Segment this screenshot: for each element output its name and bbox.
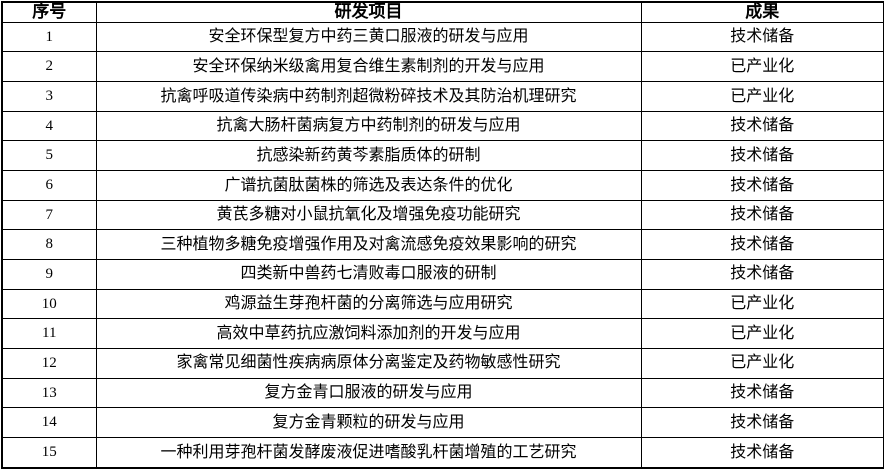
project-cell: 四类新中兽药七清败毒口服液的研制 bbox=[95, 258, 642, 290]
result-cell: 技术储备 bbox=[640, 199, 884, 231]
project-cell: 复方金青颗粒的研发与应用 bbox=[95, 407, 642, 438]
project-cell: 抗禽大肠杆菌病复方中药制剂的研发与应用 bbox=[95, 110, 642, 142]
project-cell: 三种植物多糖免疫增强作用及对禽流感免疫效果影响的研究 bbox=[95, 229, 642, 260]
row-number-cell: 10 bbox=[1, 288, 97, 320]
row-number-cell: 1 bbox=[1, 21, 97, 53]
table-row: 12 家禽常见细菌性疾病病原体分离鉴定及药物敏感性研究 已产业化 bbox=[1, 347, 884, 379]
project-cell: 安全环保型复方中药三黄口服液的研发与应用 bbox=[95, 21, 642, 53]
table-row: 15 一种利用芽孢杆菌发酵废液促进嗜酸乳杆菌增殖的工艺研究 技术储备 bbox=[1, 436, 884, 469]
row-number-cell: 2 bbox=[1, 51, 97, 82]
table-row: 14 复方金青颗粒的研发与应用 技术储备 bbox=[1, 407, 884, 438]
row-number-cell: 7 bbox=[1, 199, 97, 231]
table-row: 4 抗禽大肠杆菌病复方中药制剂的研发与应用 技术储备 bbox=[1, 110, 884, 142]
project-cell: 抗感染新药黄芩素脂质体的研制 bbox=[95, 140, 642, 171]
result-cell: 技术储备 bbox=[640, 21, 884, 53]
table-row: 7 黄芪多糖对小鼠抗氧化及增强免疫功能研究 技术储备 bbox=[1, 199, 884, 231]
result-cell: 已产业化 bbox=[640, 51, 884, 82]
row-number-cell: 8 bbox=[1, 229, 97, 260]
table-row: 9 四类新中兽药七清败毒口服液的研制 技术储备 bbox=[1, 258, 884, 290]
row-number-cell: 15 bbox=[1, 436, 97, 469]
table-row: 13 复方金青口服液的研发与应用 技术储备 bbox=[1, 377, 884, 409]
table-row: 6 广谱抗菌肽菌株的筛选及表达条件的优化 技术储备 bbox=[1, 169, 884, 201]
result-cell: 已产业化 bbox=[640, 347, 884, 379]
table-row: 10 鸡源益生芽孢杆菌的分离筛选与应用研究 已产业化 bbox=[1, 288, 884, 320]
row-number-cell: 5 bbox=[1, 140, 97, 171]
table-row: 1 安全环保型复方中药三黄口服液的研发与应用 技术储备 bbox=[1, 21, 884, 53]
header-no: 序号 bbox=[1, 1, 97, 23]
row-number-cell: 9 bbox=[1, 258, 97, 290]
project-cell: 黄芪多糖对小鼠抗氧化及增强免疫功能研究 bbox=[95, 199, 642, 231]
result-cell: 已产业化 bbox=[640, 318, 884, 349]
project-cell: 安全环保纳米级禽用复合维生素制剂的开发与应用 bbox=[95, 51, 642, 82]
project-cell: 广谱抗菌肽菌株的筛选及表达条件的优化 bbox=[95, 169, 642, 201]
result-cell: 技术储备 bbox=[640, 169, 884, 201]
row-number-cell: 14 bbox=[1, 407, 97, 438]
row-number-cell: 4 bbox=[1, 110, 97, 142]
result-cell: 已产业化 bbox=[640, 81, 884, 112]
row-number-cell: 13 bbox=[1, 377, 97, 409]
table-row: 2 安全环保纳米级禽用复合维生素制剂的开发与应用 已产业化 bbox=[1, 51, 884, 82]
table-row: 8 三种植物多糖免疫增强作用及对禽流感免疫效果影响的研究 技术储备 bbox=[1, 229, 884, 260]
project-cell: 抗禽呼吸道传染病中药制剂超微粉碎技术及其防治机理研究 bbox=[95, 81, 642, 112]
project-cell: 一种利用芽孢杆菌发酵废液促进嗜酸乳杆菌增殖的工艺研究 bbox=[95, 436, 642, 469]
result-cell: 技术储备 bbox=[640, 377, 884, 409]
row-number-cell: 6 bbox=[1, 169, 97, 201]
result-cell: 技术储备 bbox=[640, 110, 884, 142]
table-row: 11 高效中草药抗应激饲料添加剂的开发与应用 已产业化 bbox=[1, 318, 884, 349]
result-cell: 技术储备 bbox=[640, 407, 884, 438]
header-result: 成果 bbox=[640, 1, 884, 23]
project-cell: 高效中草药抗应激饲料添加剂的开发与应用 bbox=[95, 318, 642, 349]
header-row: 序号 研发项目 成果 bbox=[1, 1, 884, 23]
table-row: 5 抗感染新药黄芩素脂质体的研制 技术储备 bbox=[1, 140, 884, 171]
project-cell: 家禽常见细菌性疾病病原体分离鉴定及药物敏感性研究 bbox=[95, 347, 642, 379]
project-cell: 鸡源益生芽孢杆菌的分离筛选与应用研究 bbox=[95, 288, 642, 320]
result-cell: 技术储备 bbox=[640, 436, 884, 469]
result-cell: 技术储备 bbox=[640, 229, 884, 260]
row-number-cell: 3 bbox=[1, 81, 97, 112]
row-number-cell: 12 bbox=[1, 347, 97, 379]
result-cell: 已产业化 bbox=[640, 288, 884, 320]
row-number-cell: 11 bbox=[1, 318, 97, 349]
result-cell: 技术储备 bbox=[640, 140, 884, 171]
table-row: 3 抗禽呼吸道传染病中药制剂超微粉碎技术及其防治机理研究 已产业化 bbox=[1, 81, 884, 112]
project-cell: 复方金青口服液的研发与应用 bbox=[95, 377, 642, 409]
result-cell: 技术储备 bbox=[640, 258, 884, 290]
header-project: 研发项目 bbox=[95, 1, 642, 23]
